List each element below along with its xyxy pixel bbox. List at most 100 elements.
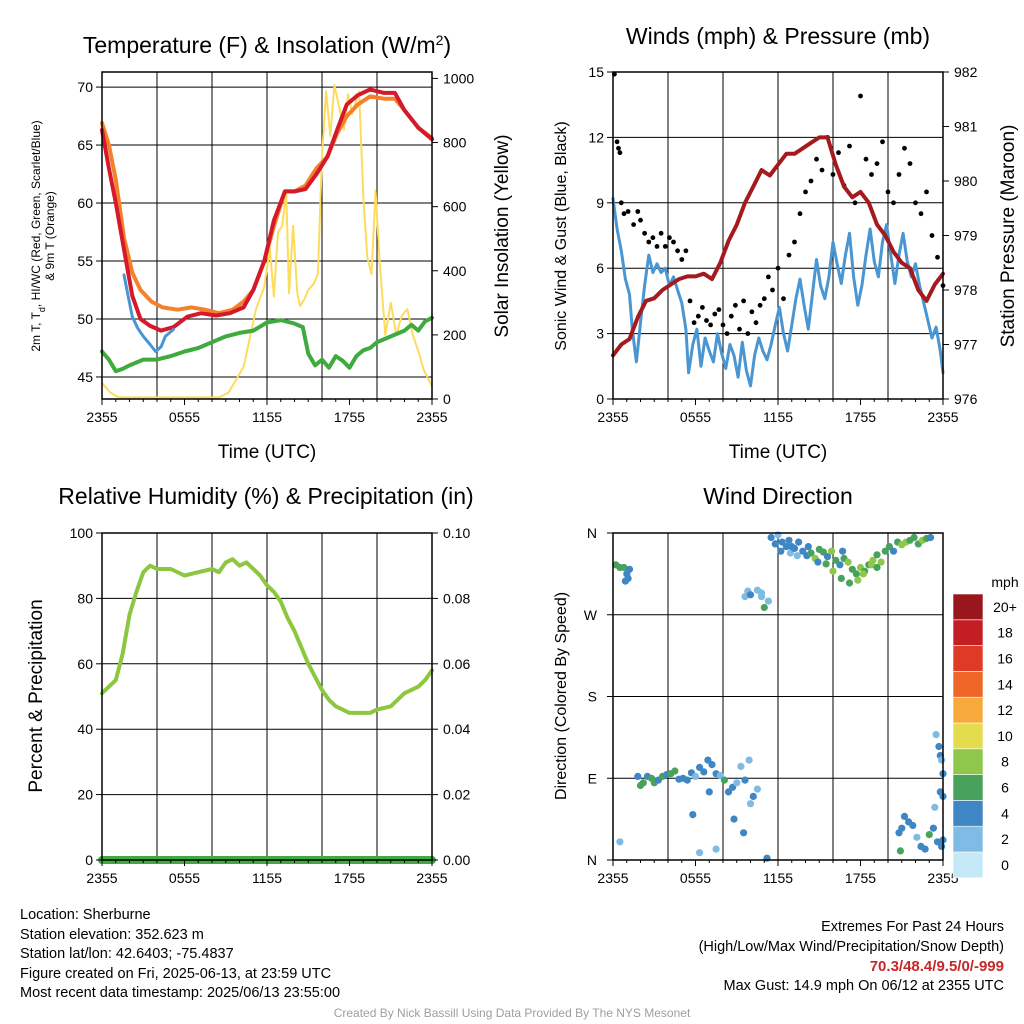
- y-tick-label-direction: N: [587, 852, 597, 868]
- direction-point: [778, 538, 786, 546]
- gust-point: [913, 200, 918, 206]
- y-tick-label-right-2: 980: [954, 173, 978, 189]
- grid-lines-1: [102, 72, 432, 399]
- x-tick-label-1: 2355: [416, 409, 447, 425]
- direction-point: [720, 776, 729, 784]
- direction-point: [716, 771, 724, 780]
- gust-point: [775, 265, 781, 271]
- recent-timestamp: Most recent data timestamp: 2025/06/13 2…: [20, 985, 341, 1002]
- legend-swatch: [952, 645, 984, 672]
- gust-point: [671, 239, 676, 245]
- direction-point: [724, 788, 733, 796]
- y-tick-label-left-3: 60: [77, 656, 93, 672]
- direction-point: [932, 731, 940, 739]
- direction-point: [935, 742, 943, 751]
- y-tick-label-left-1: 55: [77, 253, 93, 269]
- y-axis-label-left2-temperature: & 9m T (Orange): [43, 191, 57, 281]
- gust-point: [803, 189, 808, 195]
- gust-point: [924, 189, 929, 195]
- direction-point: [689, 811, 697, 819]
- x-tick-label-3: 1155: [252, 870, 282, 886]
- y-axis-label-left-humidity: Percent & Precipitation: [26, 599, 47, 792]
- x-tick-label-4: 1755: [845, 870, 876, 886]
- direction-point: [616, 838, 624, 846]
- y-tick-label-right-1: 600: [443, 199, 467, 215]
- extremes-info: Extremes For Past 24 Hours (High/Low/Max…: [699, 918, 1004, 996]
- x-tick-label-2: 2355: [597, 409, 628, 425]
- legend-label: 18: [997, 625, 1013, 641]
- y-tick-label-direction: N: [587, 525, 597, 541]
- y-tick-label-right-3: 0.10: [443, 525, 470, 541]
- gust-point: [847, 143, 852, 149]
- direction-point: [900, 812, 909, 821]
- direction-point: [691, 772, 700, 781]
- direction-point: [828, 547, 836, 555]
- gust-point: [786, 252, 792, 258]
- y-tick-label-left-2: 3: [596, 326, 604, 342]
- station-elevation: Station elevation: 352.623 m: [20, 926, 204, 943]
- x-axis-label-winds: Time (UTC): [729, 442, 828, 463]
- direction-point: [740, 829, 748, 837]
- direction-point: [854, 576, 862, 584]
- max-gust: Max Gust: 14.9 mph On 06/12 at 2355 UTC: [723, 977, 1004, 994]
- direction-point: [786, 549, 795, 557]
- y-tick-label-direction: E: [588, 770, 597, 786]
- legend-label: 8: [1001, 754, 1009, 770]
- x-tick-label-3: 2355: [86, 870, 117, 886]
- direction-point: [749, 792, 757, 801]
- y-tick-label-direction: W: [584, 607, 598, 623]
- gust-point: [675, 248, 680, 254]
- direction-point: [829, 567, 837, 575]
- y-tick-label-left-3: 20: [77, 787, 93, 803]
- gust-point: [631, 222, 636, 228]
- x-tick-label-4: 2355: [597, 870, 628, 886]
- legend-label: 2: [1001, 831, 1009, 847]
- y-tick-label-direction: S: [588, 689, 597, 705]
- temp-series-line-4: [100, 315, 434, 374]
- gust-point: [708, 322, 713, 328]
- direction-point: [938, 756, 946, 764]
- y-axis-label-left-temperature: 2m T, Td, HI/WC (Red, Green, Scarlet/Blu…: [29, 120, 47, 351]
- gust-point: [836, 150, 841, 156]
- gust-point: [753, 320, 759, 326]
- y-tick-label-right-3: 0.04: [443, 721, 470, 737]
- direction-point: [929, 824, 938, 832]
- direction-point: [729, 783, 737, 791]
- direction-point: [621, 577, 630, 585]
- gust-point: [683, 248, 689, 254]
- y-tick-label-right-2: 981: [954, 119, 978, 135]
- gust-point: [638, 217, 643, 223]
- y-tick-label-left-2: 6: [596, 260, 604, 276]
- direction-point: [733, 779, 741, 787]
- x-axis-label-temperature: Time (UTC): [218, 442, 317, 463]
- direction-point: [634, 772, 642, 781]
- gust-point: [781, 296, 786, 302]
- gust-point: [935, 254, 940, 260]
- y-tick-label-left-1: 70: [77, 79, 93, 95]
- chart-title-winds: Winds (mph) & Pressure (mb): [626, 23, 930, 49]
- direction-point: [873, 563, 881, 572]
- direction-point: [764, 597, 773, 605]
- gust-point: [716, 307, 722, 312]
- gust-point: [766, 274, 771, 280]
- y-tick-label-right-1: 0: [443, 391, 451, 407]
- figure-created: Figure created on Fri, 2025-06-13, at 23…: [20, 965, 332, 982]
- gust-point: [741, 298, 746, 304]
- legend-swatch: [952, 825, 984, 853]
- direction-point: [804, 543, 812, 551]
- legend-label: 20+: [993, 599, 1017, 615]
- temp-series-line-0: [101, 83, 433, 399]
- y-tick-label-right-2: 977: [954, 337, 978, 353]
- gust-point: [679, 257, 685, 262]
- gust-point: [819, 167, 825, 173]
- legend-swatch: [952, 722, 984, 750]
- direction-point: [814, 558, 822, 566]
- gust-point: [691, 320, 697, 326]
- direction-point: [881, 547, 889, 555]
- direction-point: [785, 536, 793, 544]
- direction-point: [741, 593, 749, 601]
- gust-point: [891, 200, 896, 206]
- y-tick-label-left-2: 9: [596, 195, 604, 211]
- y-tick-label-right-3: 0.02: [443, 787, 470, 803]
- gust-point: [667, 235, 672, 241]
